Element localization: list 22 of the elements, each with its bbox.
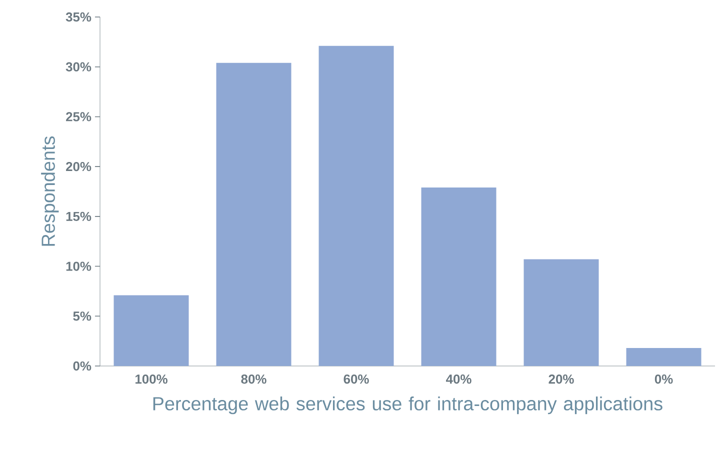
bar — [318, 46, 394, 366]
y-tick-label: 35% — [66, 12, 92, 22]
y-tick-label: 0% — [73, 361, 92, 371]
y-tick-label: 30% — [66, 62, 92, 72]
y-axis-title: Respondents — [41, 136, 59, 246]
x-tick-label: 20% — [548, 374, 574, 384]
x-tick-label: 40% — [446, 374, 472, 384]
bar — [114, 295, 189, 366]
x-tick-label: 100% — [136, 374, 168, 384]
bar — [626, 348, 702, 366]
bar — [524, 259, 599, 366]
y-tick-label: 10% — [66, 262, 92, 271]
x-tick-label: 80% — [241, 374, 266, 384]
bar — [421, 188, 496, 366]
y-tick-label: 20% — [66, 162, 92, 172]
bar — [216, 62, 292, 366]
y-tick-label: 25% — [66, 112, 92, 122]
x-tick-label: 0% — [654, 374, 673, 384]
y-tick-label: 15% — [66, 212, 92, 221]
x-tick-label: 60% — [344, 374, 369, 384]
x-axis-title: Percentage web services use for intra-company applications — [153, 396, 662, 414]
y-tick-label: 5% — [73, 312, 92, 321]
